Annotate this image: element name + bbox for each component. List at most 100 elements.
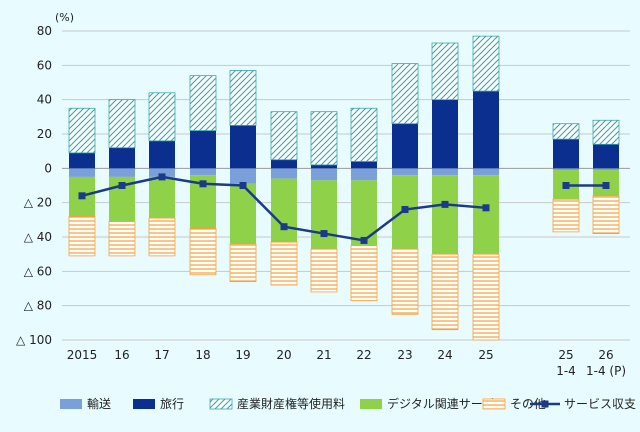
bar-segment — [68, 107, 96, 154]
bar-segment — [552, 198, 580, 233]
legend-label: 旅行 — [160, 397, 184, 411]
bar-segment — [229, 70, 257, 126]
bar-segment — [270, 111, 298, 161]
bar-segment — [473, 168, 499, 176]
bar-segment — [350, 107, 378, 162]
bar-segment — [431, 42, 459, 101]
bar-segment — [473, 175, 499, 255]
legend-label: 輸送 — [87, 396, 111, 411]
legend: 輸送 旅行 産業財産権等使用料 デジタル関連サービス その他 サービス収支 — [60, 396, 636, 411]
x-tick-label: 25 — [558, 348, 573, 362]
line-point — [78, 192, 86, 200]
bar-segment — [310, 111, 338, 166]
y-tick-label: 60 — [37, 58, 52, 72]
bar-segment — [189, 228, 217, 276]
line-point — [320, 230, 328, 238]
axes: 80 60 40 20 0 △ 20 △ 40 △ 60 △ 80 △ 100 2015 16 17 18… — [16, 24, 626, 378]
x-tick-label: 1-4 (P) — [586, 364, 626, 378]
bar-segment — [351, 168, 377, 181]
bar-segment — [271, 168, 297, 179]
bar-segment — [553, 168, 579, 171]
y-tick-label: △ 80 — [24, 299, 52, 313]
bar-segment — [351, 180, 377, 246]
bar-segment — [592, 119, 620, 145]
x-tick-label: 24 — [437, 348, 452, 362]
bar-segment — [311, 168, 337, 181]
x-tick-label: 26 — [598, 348, 613, 362]
bar-segment — [109, 147, 135, 169]
legend-label: サービス収支 — [564, 397, 636, 411]
line-point — [239, 182, 247, 189]
bar-segment — [109, 168, 135, 177]
bar-segment — [69, 152, 95, 169]
x-tick-label: 2015 — [67, 348, 98, 362]
x-tick-label: 23 — [397, 348, 412, 362]
y-tick-label: 40 — [37, 93, 52, 107]
legend-label: その他 — [510, 397, 546, 411]
x-tick-label: 19 — [235, 348, 250, 362]
line-point — [562, 182, 570, 189]
bar-segment — [432, 99, 458, 169]
y-tick-label: △ 60 — [24, 264, 52, 278]
bar-segment — [271, 159, 297, 169]
y-tick-label: △ 40 — [24, 230, 52, 244]
y-axis-unit: (%) — [55, 11, 74, 24]
bar-segment — [392, 168, 418, 176]
line-layer — [78, 173, 610, 244]
bar-segment — [592, 195, 620, 234]
bar-segment — [351, 161, 377, 169]
bar-segment — [229, 243, 257, 283]
bar-segment — [230, 183, 256, 244]
x-tick-label: 18 — [195, 348, 210, 362]
line-point — [118, 182, 126, 189]
bar-segment — [108, 221, 136, 257]
line-point — [602, 182, 610, 189]
bar-segment — [148, 92, 176, 142]
bar-segment — [270, 241, 298, 286]
y-tick-label: 80 — [37, 24, 52, 38]
line-point — [199, 180, 207, 188]
line-point — [360, 236, 368, 244]
legend-marker — [541, 400, 549, 408]
bar-segment — [432, 168, 458, 176]
bar-layer — [68, 35, 620, 341]
legend-label: デジタル関連サービス — [387, 396, 507, 411]
legend-swatch — [482, 398, 506, 410]
x-tick-label: 22 — [356, 348, 371, 362]
y-tick-label: 0 — [44, 161, 52, 175]
bar-segment — [350, 245, 378, 301]
legend-swatch — [133, 399, 155, 409]
bar-segment — [271, 178, 297, 243]
x-tick-label: 25 — [478, 348, 493, 362]
bar-segment — [472, 35, 500, 92]
y-tick-label: 20 — [37, 127, 52, 141]
x-tick-label: 1-4 — [556, 364, 576, 378]
bar-segment — [189, 75, 217, 131]
x-tick-label: 16 — [114, 348, 129, 362]
legend-label: 産業財産権等使用料 — [237, 396, 345, 411]
line-point — [482, 204, 490, 212]
bar-segment — [311, 164, 337, 169]
bar-segment — [311, 180, 337, 250]
bar-segment — [190, 130, 216, 169]
legend-swatch — [209, 398, 233, 410]
bar-segment — [472, 253, 500, 341]
bar-segment — [108, 99, 136, 149]
line-point — [441, 200, 449, 208]
x-tick-label: 20 — [276, 348, 291, 362]
bar-segment — [69, 168, 95, 177]
bar-segment — [431, 253, 459, 331]
line-point — [401, 206, 409, 214]
bar-segment — [552, 123, 580, 140]
bar-segment — [391, 63, 419, 125]
bar-segment — [230, 168, 256, 184]
bar-segment — [68, 215, 96, 257]
bar-segment — [553, 139, 579, 169]
bar-segment — [148, 217, 176, 257]
line-point — [280, 223, 288, 231]
bar-segment — [473, 91, 499, 169]
bar-segment — [432, 175, 458, 255]
legend-swatch — [60, 399, 82, 409]
bar-segment — [593, 168, 619, 171]
